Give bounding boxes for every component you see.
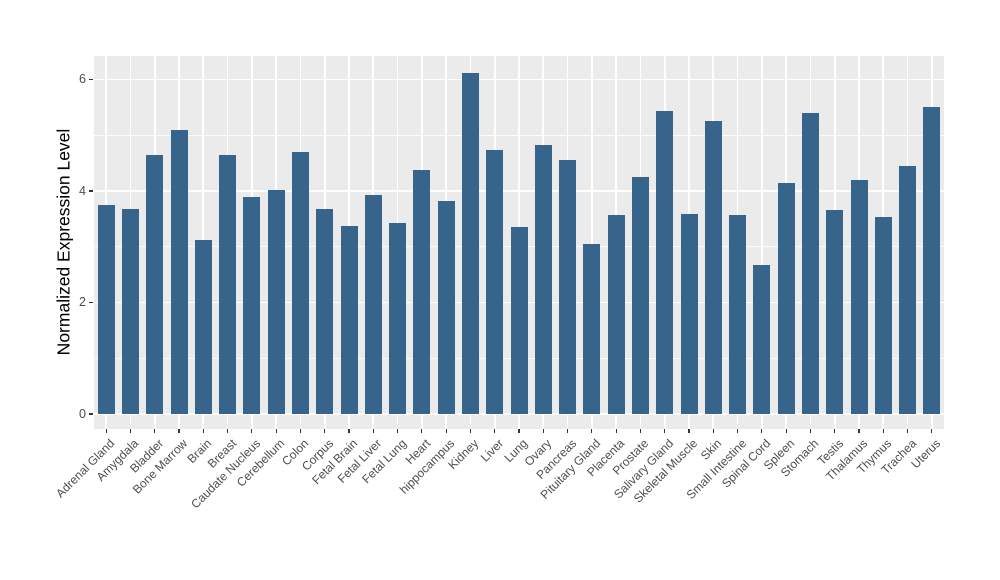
bar-bone-marrow <box>170 130 188 414</box>
x-tick-mark-small-intestine <box>736 429 739 433</box>
bar-breast <box>219 154 237 414</box>
plot-panel <box>94 56 944 429</box>
x-tick-mark-hippocampus <box>445 429 447 433</box>
x-tick-mark-fetal-liver <box>372 429 374 433</box>
x-tick-mark-testis <box>834 429 836 433</box>
bar-testis <box>826 210 844 414</box>
bar-skeletal-muscle <box>680 214 698 414</box>
x-tick-mark-fetal-lung <box>396 429 399 433</box>
bar-skin <box>704 121 722 414</box>
x-tick-mark-prostate <box>639 429 642 433</box>
x-tick-mark-liver <box>494 429 496 433</box>
x-tick-mark-corpus <box>324 429 326 433</box>
y-tick-label-2: 2 <box>79 295 86 310</box>
bar-fetal-brain <box>340 225 358 414</box>
bar-spleen <box>777 182 795 414</box>
bar-adrenal-gland <box>97 204 115 414</box>
bar-placenta <box>607 215 625 414</box>
bar-kidney <box>461 73 479 414</box>
x-tick-mark-fetal-brain <box>348 429 350 433</box>
bar-salivary-gland <box>656 110 674 414</box>
x-tick-mark-thalamus <box>858 429 860 433</box>
bar-hippocampus <box>437 200 455 414</box>
x-tick-mark-amygdala <box>129 429 132 433</box>
gridline-vertical-pituitary-gland <box>591 56 593 429</box>
bar-amygdala <box>121 208 139 414</box>
bar-small-intestine <box>729 215 747 414</box>
y-tick-mark-0 <box>89 413 93 415</box>
y-tick-mark-2 <box>89 301 93 304</box>
bar-pituitary-gland <box>583 244 601 414</box>
x-tick-mark-bladder <box>154 429 156 433</box>
x-tick-mark-pancreas <box>566 429 569 433</box>
bar-heart <box>413 169 431 414</box>
x-tick-mark-stomach <box>809 429 812 433</box>
x-tick-mark-trachea <box>906 429 909 433</box>
x-tick-mark-caudate-nucleus <box>251 429 253 433</box>
x-tick-mark-adrenal-gland <box>105 429 107 433</box>
x-tick-mark-pituitary-gland <box>591 429 593 433</box>
x-tick-mark-spinal-cord <box>761 429 763 433</box>
bar-fetal-lung <box>389 223 407 414</box>
bar-thalamus <box>850 180 868 414</box>
bar-ovary <box>534 144 552 414</box>
x-tick-mark-heart <box>421 429 423 433</box>
gridline-vertical-spinal-cord <box>761 56 763 429</box>
bar-thymus <box>874 216 892 414</box>
y-tick-label-6: 6 <box>79 72 86 87</box>
x-tick-mark-uterus <box>931 429 933 433</box>
y-tick-mark-6 <box>89 78 93 80</box>
y-tick-mark-4 <box>89 190 93 192</box>
x-tick-mark-skin <box>712 429 714 433</box>
bar-lung <box>510 226 528 414</box>
bar-bladder <box>146 155 164 414</box>
y-tick-label-0: 0 <box>79 407 86 421</box>
bar-corpus <box>316 208 334 414</box>
x-tick-mark-thymus <box>882 429 884 433</box>
bar-colon <box>291 151 309 414</box>
x-tick-mark-placenta <box>615 429 617 433</box>
bar-prostate <box>631 177 649 414</box>
bar-cerebellum <box>267 190 285 414</box>
x-tick-mark-salivary-gland <box>664 429 666 433</box>
y-axis-title: Normalized Expression Level <box>53 128 74 356</box>
x-tick-mark-colon <box>299 429 302 433</box>
bar-caudate-nucleus <box>243 196 261 414</box>
bar-trachea <box>899 166 917 414</box>
x-tick-mark-ovary <box>542 429 544 433</box>
bar-stomach <box>801 112 819 414</box>
x-tick-mark-skeletal-muscle <box>688 429 690 433</box>
x-tick-mark-cerebellum <box>275 429 277 433</box>
bar-liver <box>486 149 504 414</box>
x-tick-mark-spleen <box>785 429 787 433</box>
bar-uterus <box>923 106 941 414</box>
bar-brain <box>194 240 212 414</box>
bar-spinal-cord <box>753 264 771 414</box>
bar-fetal-liver <box>364 195 382 414</box>
x-tick-mark-bone-marrow <box>178 429 180 433</box>
y-tick-label-4: 4 <box>79 183 86 198</box>
x-tick-mark-lung <box>518 429 520 433</box>
x-tick-mark-kidney <box>469 429 472 433</box>
x-tick-mark-breast <box>226 429 229 433</box>
bar-pancreas <box>559 160 577 414</box>
x-tick-mark-brain <box>202 429 204 433</box>
